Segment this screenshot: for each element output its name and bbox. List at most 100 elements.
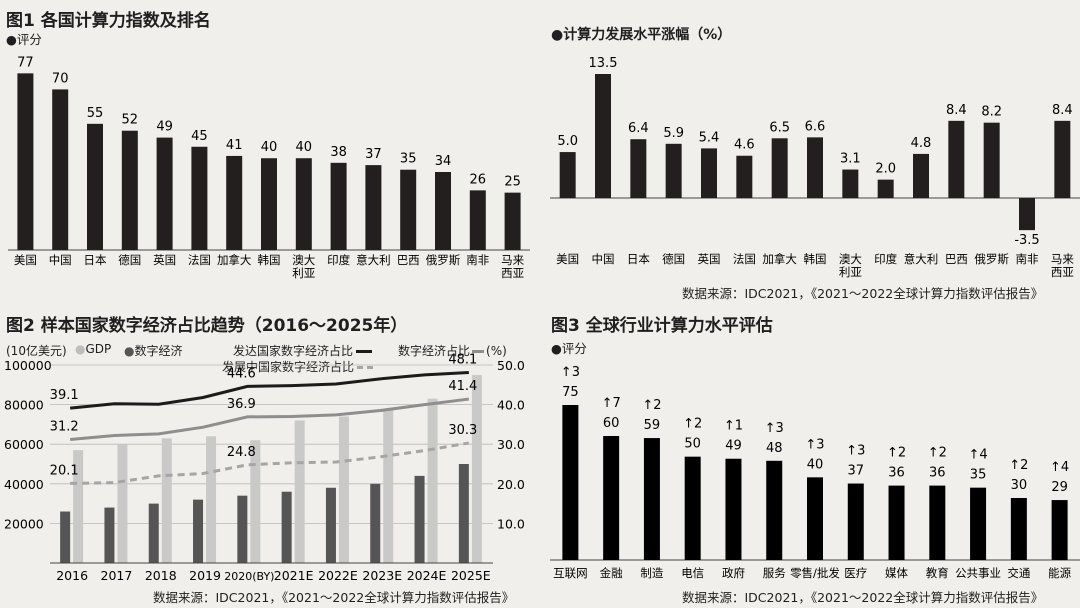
bar — [643, 438, 660, 560]
category-label: 印度 — [874, 252, 897, 266]
legend-digital-dot: ● — [124, 344, 135, 358]
data-label: 55 — [87, 106, 104, 121]
legend-share: 数字经济占比 (%) — [398, 342, 507, 359]
category-label: 澳大 — [292, 253, 315, 267]
category-label: 2017 — [101, 568, 133, 583]
bar — [295, 158, 312, 250]
category-label: 美国 — [556, 252, 579, 266]
bar — [121, 130, 138, 250]
legend-share-swatch — [472, 350, 485, 353]
bar — [87, 123, 103, 250]
data-label: 6.6 — [805, 119, 826, 134]
line-data-label: 31.2 — [50, 419, 79, 434]
category-label: 巴西 — [397, 253, 420, 267]
bar — [156, 137, 173, 250]
figure1-panel: 图1 各国计算力指数及排名 ●评分 77 美国 70 中国 55 日本 52 德国 49 英国 45… — [0, 0, 535, 305]
category-label: 巴西 — [945, 252, 968, 266]
bar — [1019, 198, 1035, 231]
category-label: 法国 — [733, 252, 756, 266]
legend-developed-label: 发达国家数字经济占比 — [233, 344, 354, 358]
figure3-panel: 图3 全球行业计算力水平评估 ●评分 75 ↑3 互联网 60 ↑7 金融 59 ↑2 制造 50… — [545, 305, 1080, 608]
bar — [365, 165, 382, 250]
digital-bar — [104, 507, 115, 563]
gdp-bar — [383, 408, 394, 563]
category-label: 美国 — [14, 253, 37, 267]
gdp-bar — [73, 450, 84, 563]
figure2-source: 数据来源：IDC2021，《2021～2022全球计算力指数评估报告》 — [153, 590, 515, 605]
legend-developed-swatch — [356, 350, 373, 353]
category-label: 英国 — [153, 253, 176, 267]
y-right-tick: 30.0 — [497, 437, 525, 452]
gdp-bar — [338, 416, 349, 563]
gdp-bar — [471, 374, 482, 563]
bar — [665, 143, 682, 198]
line-data-label: 24.8 — [227, 445, 256, 460]
data-label: 34 — [435, 154, 452, 169]
data-label: 37 — [847, 464, 864, 479]
data-label: 26 — [470, 172, 487, 187]
bar — [807, 477, 823, 560]
bar — [847, 483, 864, 560]
category-label: 教育 — [926, 566, 949, 580]
bar — [330, 162, 347, 250]
data-label: 48 — [766, 441, 783, 456]
data-label: 5.9 — [663, 126, 684, 141]
developed-share-line — [70, 371, 469, 410]
figure3-title: 图3 全球行业计算力水平评估 — [551, 316, 773, 336]
rank-change-label: ↑4 — [968, 448, 987, 463]
bar — [970, 487, 987, 560]
growth-panel: ●计算力发展水平涨幅（%） 5.0 美国 13.5 中国 6.4 日本 5.9 德国 5.4 英国… — [545, 0, 1080, 305]
rank-change-label: ↑3 — [765, 421, 784, 436]
category-label: 马来 — [1051, 252, 1075, 266]
category-label: 俄罗斯 — [426, 253, 461, 267]
rank-change-label: ↑2 — [1009, 458, 1028, 473]
digital-bar — [60, 511, 71, 563]
bar — [261, 158, 277, 250]
data-label: 40 — [261, 140, 278, 155]
category-label: 2022E — [318, 568, 358, 583]
data-label: 30 — [1011, 478, 1028, 493]
figure2-panel: 图2 样本国家数字经济占比趋势（2016～2025年） (10亿美元) ●GDP… — [0, 305, 535, 608]
legend-share-label: 数字经济占比 — [398, 344, 471, 358]
y-right-tick: 50.0 — [497, 358, 525, 373]
bar — [226, 155, 243, 250]
share-line — [70, 397, 470, 441]
legend-unit-left: (10亿美元) — [6, 344, 67, 358]
data-label: 45 — [191, 129, 208, 144]
category-label: 媒体 — [885, 566, 908, 580]
growth-title: ●计算力发展水平涨幅（%） — [551, 27, 732, 43]
digital-bar — [370, 483, 381, 563]
data-label: 77 — [17, 55, 34, 70]
data-label: 59 — [644, 418, 661, 433]
category-label: 电信 — [681, 566, 704, 580]
category-label: 德国 — [662, 252, 685, 266]
digital-bar — [193, 499, 204, 563]
figure1-subtitle: ●评分 — [6, 32, 42, 47]
data-label: -3.5 — [1014, 233, 1039, 248]
rank-change-label: ↑2 — [928, 446, 947, 461]
y-left-tick: 60000 — [4, 437, 44, 452]
gdp-bar — [117, 444, 128, 563]
figure3-subtitle: ●评分 — [551, 341, 587, 356]
category-label: 制造 — [640, 566, 663, 580]
bar — [562, 405, 579, 560]
y-left-tick: 100000 — [4, 358, 52, 373]
data-label: 8.4 — [1052, 103, 1073, 118]
legend-developing-label: 发展中国家数字经济占比 — [222, 360, 355, 374]
category-label: 西亚 — [1051, 265, 1074, 279]
gdp-bar — [161, 438, 172, 563]
category-label: 2020(BY) — [224, 570, 274, 583]
category-label: 印度 — [327, 253, 350, 267]
category-label: 零售/批发 — [790, 566, 840, 580]
y-left-tick: 20000 — [4, 516, 44, 531]
bar — [630, 139, 647, 198]
bar — [17, 73, 34, 251]
digital-bar — [458, 464, 469, 563]
category-label: 南非 — [466, 253, 489, 267]
data-label: 52 — [122, 113, 139, 128]
data-label: 2.0 — [875, 162, 896, 177]
rank-change-label: ↑2 — [642, 398, 661, 413]
bar — [435, 172, 451, 250]
data-label: 75 — [562, 385, 579, 400]
